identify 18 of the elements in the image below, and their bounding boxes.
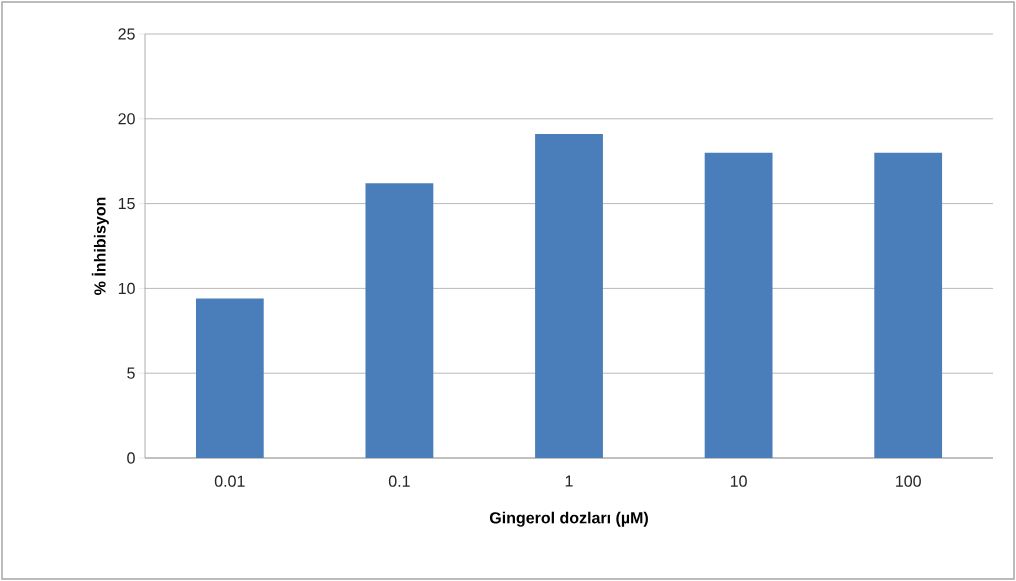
x-axis-title: Gingerol dozları (µM) xyxy=(489,511,648,527)
x-tick-label: 100 xyxy=(896,475,921,487)
x-tick-label: 10 xyxy=(730,475,747,487)
y-tick-label: 15 xyxy=(118,198,135,210)
y-tick-label: 5 xyxy=(127,367,135,379)
x-tick-label: 0.1 xyxy=(388,475,410,487)
y-axis-title: % İnhibisyon xyxy=(91,197,109,295)
y-tick-label: 20 xyxy=(118,113,135,125)
y-tick-label: 10 xyxy=(118,282,135,295)
bar xyxy=(365,183,434,458)
bar xyxy=(195,298,264,458)
y-tick-label: 0 xyxy=(127,452,135,464)
x-tick-label: 1 xyxy=(565,475,573,487)
bar xyxy=(874,152,943,458)
y-tick-label: 25 xyxy=(118,28,135,40)
bar xyxy=(704,152,773,458)
bar xyxy=(535,134,603,458)
x-tick-label: 0.01 xyxy=(214,475,245,487)
